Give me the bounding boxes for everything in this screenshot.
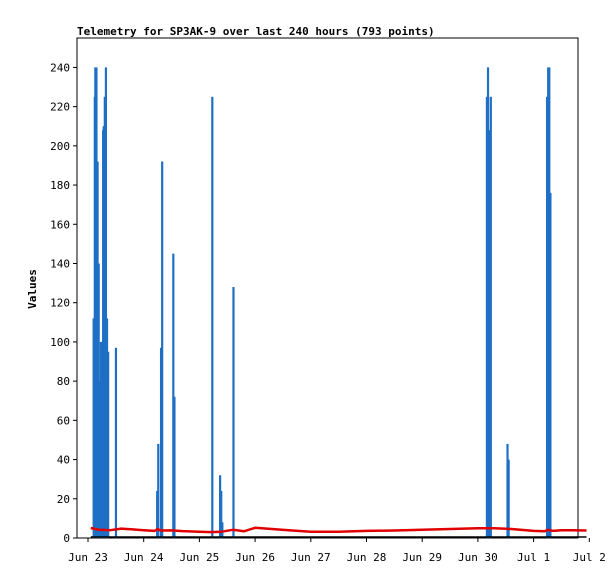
y-tick-label: 120 <box>50 297 70 310</box>
telemetry-bar <box>157 443 160 538</box>
telemetry-bar <box>95 67 98 538</box>
y-tick-label: 220 <box>50 101 70 114</box>
telemetry-bar <box>549 192 552 538</box>
chart-title: Telemetry for SP3AK-9 over last 240 hour… <box>77 25 435 38</box>
y-tick-label: 180 <box>50 179 70 192</box>
telemetry-bar <box>220 490 223 538</box>
y-tick-label: 140 <box>50 257 70 270</box>
x-tick-label: Jun 27 <box>291 551 331 564</box>
telemetry-bar <box>98 381 101 538</box>
telemetry-bar <box>104 67 108 538</box>
y-tick-label: 240 <box>50 61 70 74</box>
y-tick-label: 20 <box>57 493 70 506</box>
telemetry-bar <box>547 67 550 538</box>
y-tick-label: 100 <box>50 336 70 349</box>
telemetry-bar <box>156 490 159 538</box>
x-tick-label: Jul 1 <box>517 551 550 564</box>
y-tick-label: 60 <box>57 414 70 427</box>
telemetry-bar <box>100 341 104 538</box>
telemetry-bar <box>488 130 491 538</box>
telemetry-bar <box>232 287 235 538</box>
telemetry-bar <box>99 341 103 538</box>
y-axis-label: Values <box>26 269 39 309</box>
telemetry-bar <box>545 96 549 538</box>
telemetry-bar <box>506 443 509 538</box>
telemetry-bar <box>114 347 118 538</box>
x-tick-label: Jun 24 <box>124 551 164 564</box>
telemetry-bar <box>486 67 490 538</box>
telemetry-bar <box>102 126 105 538</box>
line-series <box>90 526 587 538</box>
x-tick-label: Jun 28 <box>347 551 387 564</box>
telemetry-bar <box>219 475 222 538</box>
telemetry-bar <box>172 253 175 538</box>
telemetry-bar <box>548 67 551 538</box>
y-axis: 0 20 40 60 80 100 120 140 160 180 200 220 240 <box>50 61 77 545</box>
telemetry-bar <box>489 96 492 538</box>
telemetry-bar <box>103 96 106 538</box>
telemetry-bar <box>97 263 100 538</box>
telemetry-bar <box>107 351 110 538</box>
x-tick-label: Jun 29 <box>402 551 442 564</box>
x-axis: Jun 23 Jun 24 Jun 25 Jun 26 Jun 27 Jun 28 Jun … <box>68 538 606 564</box>
telemetry-bar <box>211 96 214 538</box>
y-tick-label: 160 <box>50 218 70 231</box>
telemetry-bar <box>92 318 95 538</box>
x-tick-label: Jun 23 <box>68 551 108 564</box>
telemetry-bar <box>485 96 489 538</box>
telemetry-bar <box>221 522 224 538</box>
telemetry-line <box>90 526 587 534</box>
y-tick-label: 80 <box>57 375 70 388</box>
plot-frame <box>76 37 579 539</box>
y-tick-label: 40 <box>57 454 70 467</box>
y-tick-label: 200 <box>50 140 70 153</box>
telemetry-bar <box>96 161 99 538</box>
x-tick-label: Jul 2 <box>573 551 606 564</box>
telemetry-bar <box>159 347 163 538</box>
telemetry-bar <box>94 67 97 538</box>
telemetry-bar <box>105 318 109 538</box>
telemetry-bar <box>173 396 176 538</box>
y-tick-label: 0 <box>63 532 70 545</box>
telemetry-bar <box>161 161 164 538</box>
x-tick-label: Jun 30 <box>458 551 498 564</box>
bar-series <box>92 67 552 538</box>
x-tick-label: Jun 26 <box>235 551 275 564</box>
telemetry-bar <box>507 459 510 538</box>
x-tick-label: Jun 25 <box>180 551 220 564</box>
